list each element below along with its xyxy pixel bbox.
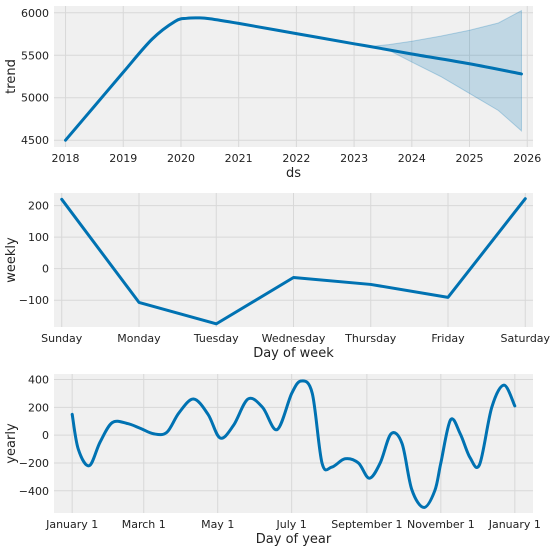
trend-x-tick-label: 2026	[513, 152, 541, 165]
weekly-x-tick-label: Saturday	[500, 332, 550, 345]
trend-x-tick-label: 2018	[52, 152, 80, 165]
weekly-y-axis-label: weekly	[4, 237, 19, 283]
weekly-y-tick-label: 100	[28, 231, 49, 244]
yearly-y-tick-label: 0	[42, 429, 49, 442]
yearly-x-tick-label: July 1	[276, 518, 307, 531]
trend-x-tick-label: 2022	[282, 152, 310, 165]
trend-x-tick-label: 2020	[167, 152, 195, 165]
weekly-x-tick-label: Sunday	[41, 332, 83, 345]
trend-y-axis-label: trend	[4, 59, 19, 94]
trend-x-tick-label: 2024	[398, 152, 426, 165]
yearly-y-tick-label: −400	[19, 485, 49, 498]
yearly-x-tick-label: November 1	[407, 518, 475, 531]
yearly-series-line	[70, 379, 517, 509]
yearly-x-tick-label: January 1	[488, 518, 541, 531]
yearly-plot-area	[54, 374, 533, 513]
trend-series-line	[64, 16, 523, 142]
yearly-y-axis-label: yearly	[4, 423, 19, 464]
weekly-panel: Sunday Monday Tuesday Wednesday Thursday Frid…	[4, 193, 550, 361]
weekly-series-line	[60, 197, 527, 326]
weekly-x-axis-label: Day of week	[253, 346, 334, 361]
trend-y-tick-label: 5500	[21, 49, 49, 62]
weekly-y-tick-label: 0	[42, 263, 49, 276]
trend-x-tick-label: 2023	[340, 152, 368, 165]
yearly-x-axis-label: Day of year	[256, 532, 332, 547]
weekly-x-tick-label: Wednesday	[262, 332, 326, 345]
yearly-y-tick-label: 400	[28, 374, 49, 387]
weekly-y-tick-label: −100	[19, 294, 49, 307]
trend-panel: 2018 2019 2020 2021 2022 2023 2024 2025 2026 4500…	[4, 6, 541, 181]
yearly-x-tick-label: September 1	[331, 518, 402, 531]
trend-x-tick-label: 2021	[225, 152, 253, 165]
yearly-x-tick-label: May 1	[201, 518, 234, 531]
weekly-x-tick-label: Thursday	[344, 332, 397, 345]
trend-y-tick-label: 6000	[21, 7, 49, 20]
yearly-x-tick-label: January 1	[45, 518, 98, 531]
yearly-panel: January 1 March 1 May 1 July 1 September 1 No…	[4, 374, 541, 547]
trend-y-tick-label: 4500	[21, 134, 49, 147]
trend-plot-area	[54, 6, 533, 147]
yearly-x-tick-label: March 1	[122, 518, 166, 531]
trend-x-tick-label: 2019	[109, 152, 137, 165]
yearly-y-tick-label: 200	[28, 401, 49, 414]
yearly-y-tick-label: −200	[19, 457, 49, 470]
trend-y-tick-label: 5000	[21, 92, 49, 105]
trend-uncertainty-band	[370, 9, 522, 132]
weekly-x-tick-label: Monday	[117, 332, 161, 345]
weekly-x-tick-label: Tuesday	[193, 332, 239, 345]
weekly-x-tick-label: Friday	[431, 332, 465, 345]
trend-x-axis-label: ds	[286, 166, 301, 181]
weekly-y-tick-label: 200	[28, 200, 49, 213]
trend-x-tick-label: 2025	[456, 152, 484, 165]
